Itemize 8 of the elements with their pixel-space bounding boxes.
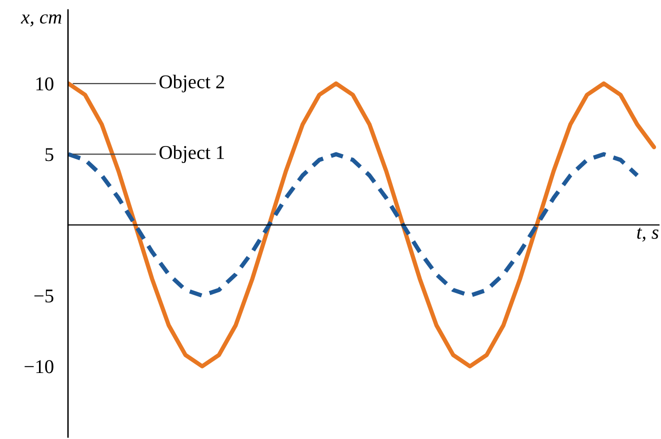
x-axis-title: t, s [637, 228, 658, 242]
y-axis-title: x, cm [20, 14, 62, 26]
y-tick-label: −10 [24, 360, 54, 374]
y-tick-label: −5 [34, 290, 54, 303]
annotation: Object 2 [159, 74, 224, 92]
y-tick-label: 10 [36, 77, 54, 90]
annotation: Object 1 [159, 145, 224, 164]
y-tick-label: 5 [46, 148, 54, 162]
